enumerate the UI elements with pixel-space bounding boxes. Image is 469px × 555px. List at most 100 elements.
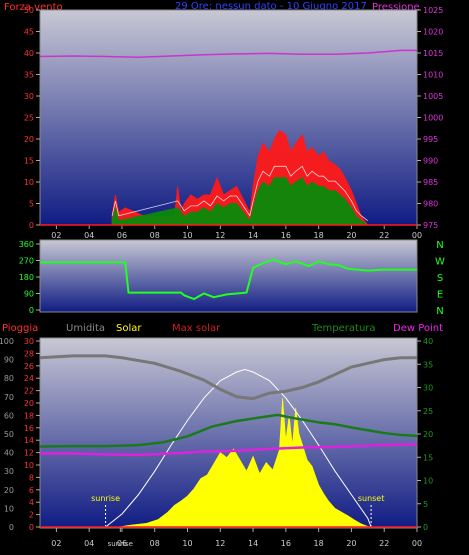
temp-y-tick-label: 10 bbox=[423, 477, 433, 486]
solar-axis-title: Solar bbox=[116, 323, 142, 334]
direction-y-tick-label: 360 bbox=[19, 240, 34, 249]
pressure-y-tick-label: 975 bbox=[423, 221, 438, 230]
wind-y-tick-label: 35 bbox=[24, 71, 34, 80]
pressure-y-tick-label: 995 bbox=[423, 135, 438, 144]
direction-compass-label: N bbox=[436, 306, 443, 317]
rain-y-tick-label: 4 bbox=[29, 498, 34, 507]
wind-y-tick-label: 45 bbox=[24, 28, 34, 37]
solar-x-tick-label: 10 bbox=[182, 539, 192, 548]
rain-y-tick-label: 26 bbox=[24, 362, 34, 371]
wind-x-tick-label: 00 bbox=[412, 231, 422, 240]
humidity-y-tick-label: 20 bbox=[4, 486, 14, 495]
direction-compass-label: W bbox=[435, 257, 445, 268]
direction-y-tick-label: 0 bbox=[29, 306, 34, 315]
temp-y-tick-label: 40 bbox=[423, 337, 433, 346]
solar-x-tick-label: sunrise bbox=[108, 540, 133, 548]
solar-x-tick-label: 00 bbox=[412, 539, 422, 548]
solar-x-tick-label: 22 bbox=[379, 539, 389, 548]
wind-y-tick-label: 15 bbox=[24, 157, 34, 166]
solar-x-tick-label: 02 bbox=[51, 539, 61, 548]
wind-x-tick-label: 14 bbox=[248, 231, 258, 240]
rain-solar-temp-plot: 0102030405060708090100024681012141618202… bbox=[0, 337, 433, 548]
temp-y-tick-label: 20 bbox=[423, 430, 433, 439]
pressure-y-tick-label: 1005 bbox=[423, 92, 443, 101]
wind-x-tick-label: 04 bbox=[84, 231, 94, 240]
max-solar-curve bbox=[105, 368, 372, 528]
direction-compass-label: E bbox=[437, 290, 443, 301]
wind-x-tick-label: 22 bbox=[379, 231, 389, 240]
pressure-axis-title: Pressione bbox=[372, 2, 420, 13]
direction-line bbox=[40, 258, 417, 301]
humidity-y-tick-label: 70 bbox=[4, 393, 14, 402]
rain-y-tick-label: 10 bbox=[24, 461, 34, 470]
pressure-y-tick-label: 1025 bbox=[423, 6, 443, 15]
rain-y-tick-label: 20 bbox=[24, 399, 34, 408]
dewpoint-axis-title: Dew Point bbox=[393, 323, 443, 334]
humidity-line bbox=[39, 354, 417, 401]
temp-y-tick-label: 25 bbox=[423, 407, 433, 416]
solar-x-tick-label: 08 bbox=[150, 539, 160, 548]
solar-x-tick-label: 18 bbox=[314, 539, 324, 548]
wind-x-tick-label: 12 bbox=[215, 231, 225, 240]
pressure-y-tick-label: 1020 bbox=[423, 28, 443, 37]
chart-title: 29 Ore: nessun dato - 10 Giugno 2017 bbox=[175, 1, 367, 12]
humidity-y-tick-label: 0 bbox=[9, 523, 14, 532]
rain-y-tick-label: 0 bbox=[29, 523, 34, 532]
solar-x-tick-label: 04 bbox=[84, 539, 94, 548]
wind-y-tick-label: 0 bbox=[29, 221, 34, 230]
pressure-line bbox=[39, 49, 417, 59]
wind-pressure-plot: 0510152025303540455097598098599099510001… bbox=[24, 6, 444, 240]
direction-y-tick-label: 90 bbox=[24, 290, 34, 299]
rain-y-tick-label: 22 bbox=[24, 387, 34, 396]
rain-y-tick-label: 18 bbox=[24, 411, 34, 420]
rain-y-tick-label: 16 bbox=[24, 424, 34, 433]
solar-x-tick-label: 06 bbox=[117, 539, 127, 548]
temp-y-tick-label: 0 bbox=[423, 523, 428, 532]
solar-x-tick-label: 14 bbox=[248, 539, 258, 548]
wind-x-tick-label: 20 bbox=[346, 231, 356, 240]
pressure-y-tick-label: 990 bbox=[423, 157, 438, 166]
dewpoint-line bbox=[40, 442, 418, 457]
humidity-axis-title: Umidita bbox=[66, 323, 105, 334]
wind-average-area bbox=[111, 177, 370, 226]
humidity-y-tick-label: 50 bbox=[4, 430, 14, 439]
wind-y-tick-label: 5 bbox=[29, 200, 34, 209]
wind-trend-line bbox=[111, 165, 369, 222]
wind-y-tick-label: 20 bbox=[24, 135, 34, 144]
rain-y-tick-label: 2 bbox=[29, 511, 34, 520]
rain-y-tick-label: 28 bbox=[24, 349, 34, 358]
temp-y-tick-label: 30 bbox=[423, 384, 433, 393]
direction-y-tick-label: 270 bbox=[19, 257, 34, 266]
rain-y-tick-label: 14 bbox=[24, 436, 34, 445]
wind-x-tick-label: 16 bbox=[281, 231, 291, 240]
temperature-line bbox=[39, 413, 418, 448]
humidity-y-tick-label: 90 bbox=[4, 356, 14, 365]
humidity-y-tick-label: 40 bbox=[4, 449, 14, 458]
humidity-y-tick-label: 80 bbox=[4, 374, 14, 383]
wind-y-tick-label: 30 bbox=[24, 92, 34, 101]
solar-area bbox=[118, 398, 375, 528]
max-solar-axis-title: Max solar bbox=[172, 323, 221, 334]
temperature-axis-title: Temperatura bbox=[311, 323, 376, 334]
wind-x-tick-label: 02 bbox=[51, 231, 61, 240]
pressure-y-tick-label: 980 bbox=[423, 200, 438, 209]
wind-y-tick-label: 40 bbox=[24, 49, 34, 58]
rain-y-tick-label: 12 bbox=[24, 449, 34, 458]
rain-axis-title: Pioggia bbox=[2, 323, 38, 334]
wind-y-tick-label: 10 bbox=[24, 178, 34, 187]
direction-compass-label: S bbox=[437, 273, 443, 284]
temp-y-tick-label: 15 bbox=[423, 453, 433, 462]
pressure-y-tick-label: 985 bbox=[423, 178, 438, 187]
pressure-y-tick-label: 1015 bbox=[423, 49, 443, 58]
rain-y-tick-label: 24 bbox=[24, 374, 34, 383]
humidity-y-tick-label: 100 bbox=[0, 337, 14, 346]
solar-x-tick-label: 12 bbox=[215, 539, 225, 548]
humidity-y-tick-label: 30 bbox=[4, 467, 14, 476]
solar-x-tick-label: 20 bbox=[346, 539, 356, 548]
humidity-y-tick-label: 10 bbox=[4, 504, 14, 513]
sunset-label: sunset bbox=[358, 494, 385, 503]
pressure-y-tick-label: 1000 bbox=[423, 114, 443, 123]
wind-x-tick-label: 10 bbox=[182, 231, 192, 240]
